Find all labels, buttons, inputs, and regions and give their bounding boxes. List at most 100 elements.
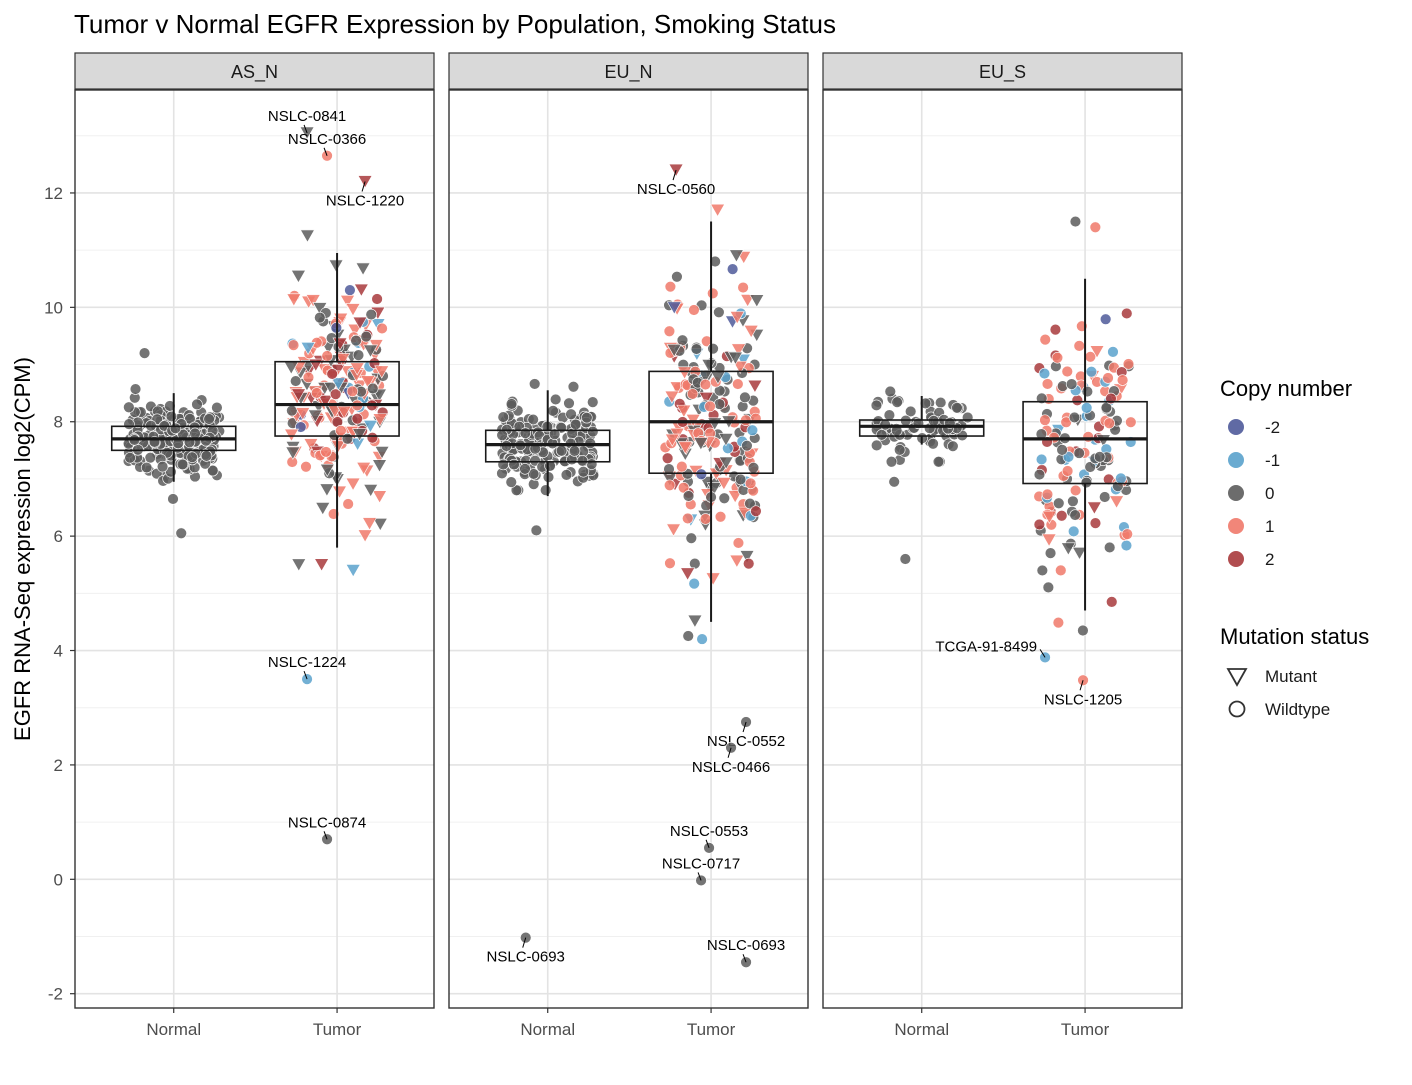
data-point xyxy=(951,402,963,414)
data-point xyxy=(351,413,363,425)
legend-label-copy-number: 1 xyxy=(1265,517,1274,536)
data-point xyxy=(735,353,751,368)
outlier-point xyxy=(899,553,912,565)
data-point xyxy=(716,477,732,491)
data-point xyxy=(342,498,354,510)
data-point xyxy=(211,401,223,414)
data-point xyxy=(285,446,301,460)
data-point xyxy=(519,427,532,439)
facet-strip-label: EU_N xyxy=(604,62,652,83)
box-iqr xyxy=(1022,400,1148,485)
point-label: NSLC-0874 xyxy=(288,814,366,831)
data-point xyxy=(336,405,352,420)
data-point xyxy=(323,382,339,396)
label-leader xyxy=(522,937,527,948)
data-point xyxy=(353,283,369,297)
data-point xyxy=(743,325,759,339)
data-point xyxy=(701,359,717,373)
data-point xyxy=(1109,495,1125,509)
data-point xyxy=(329,388,342,400)
data-point xyxy=(1056,510,1068,522)
data-point xyxy=(569,418,582,431)
data-point xyxy=(682,512,694,525)
data-point xyxy=(1086,501,1102,515)
legend-label-mutation-status: Wildtype xyxy=(1265,700,1330,719)
data-point xyxy=(356,462,372,476)
data-point xyxy=(300,341,316,356)
data-point xyxy=(355,262,371,276)
data-point xyxy=(345,303,361,317)
data-point xyxy=(362,517,378,531)
legend-key-copy-number xyxy=(1228,485,1244,501)
data-point xyxy=(744,477,757,490)
data-point xyxy=(870,439,883,452)
data-point xyxy=(560,469,573,481)
data-point xyxy=(527,413,539,426)
data-point xyxy=(1056,444,1068,456)
data-point xyxy=(510,484,523,496)
data-point xyxy=(300,461,312,473)
data-point xyxy=(1071,547,1088,561)
x-tick-label: Tumor xyxy=(1061,1020,1110,1039)
data-point xyxy=(363,484,379,498)
point-label: TCGA-91-8499 xyxy=(935,638,1037,655)
data-point xyxy=(1039,414,1051,426)
facet-strip xyxy=(448,52,809,90)
outlier-point xyxy=(710,203,726,218)
panel-background xyxy=(449,90,808,1008)
data-point xyxy=(186,451,198,463)
y-tick-label: 10 xyxy=(44,298,63,317)
data-point xyxy=(1107,346,1119,358)
data-point xyxy=(1125,416,1137,428)
data-point xyxy=(1082,431,1094,443)
data-point xyxy=(191,398,203,411)
data-point xyxy=(727,490,743,504)
data-point xyxy=(497,411,509,423)
y-tick-label: 0 xyxy=(54,870,63,889)
data-point xyxy=(311,387,323,399)
data-point xyxy=(883,409,896,421)
label-leader xyxy=(1079,680,1084,691)
legend-label-copy-number: 2 xyxy=(1265,550,1274,569)
data-point xyxy=(1038,367,1051,380)
point-label: NSLC-0552 xyxy=(707,733,785,750)
point-label: NSLC-0553 xyxy=(670,823,748,840)
data-point xyxy=(169,422,182,435)
data-point xyxy=(739,550,755,564)
data-point xyxy=(587,425,599,438)
data-point xyxy=(705,572,721,586)
labeled-point xyxy=(520,931,532,944)
label-leader xyxy=(742,954,747,963)
data-point xyxy=(664,390,680,404)
data-point xyxy=(189,427,201,440)
data-point xyxy=(1116,374,1129,386)
label-leader xyxy=(323,147,328,156)
data-point xyxy=(372,413,388,427)
box-iqr xyxy=(858,419,985,437)
data-point xyxy=(687,614,703,628)
data-point xyxy=(1085,366,1098,378)
data-point xyxy=(1041,488,1054,501)
data-point xyxy=(1103,417,1116,429)
data-point xyxy=(663,479,676,491)
legend-key-copy-number xyxy=(1228,551,1244,567)
panel-AS_N: AS_N NSLC-0841 NSLC-0366 NSLC-1220 NSLC-1224… xyxy=(74,52,435,1039)
data-point xyxy=(335,353,351,367)
data-point xyxy=(732,537,745,549)
legend: Copy number -2 -1 0 1 2 Mutation status Mutant W… xyxy=(1220,376,1369,719)
data-point xyxy=(1069,509,1081,521)
legend-title-mutation-status: Mutation status xyxy=(1220,624,1369,649)
label-leader xyxy=(361,181,366,192)
data-point xyxy=(714,511,727,523)
data-point xyxy=(739,391,751,404)
data-point xyxy=(367,382,379,395)
point-label: NSLC-0841 xyxy=(268,108,346,125)
data-point xyxy=(676,460,688,473)
data-point xyxy=(1052,616,1065,629)
labeled-point xyxy=(725,742,737,754)
label-leader xyxy=(742,721,747,733)
data-point xyxy=(549,393,562,406)
data-point xyxy=(376,322,388,335)
data-point xyxy=(704,400,716,413)
